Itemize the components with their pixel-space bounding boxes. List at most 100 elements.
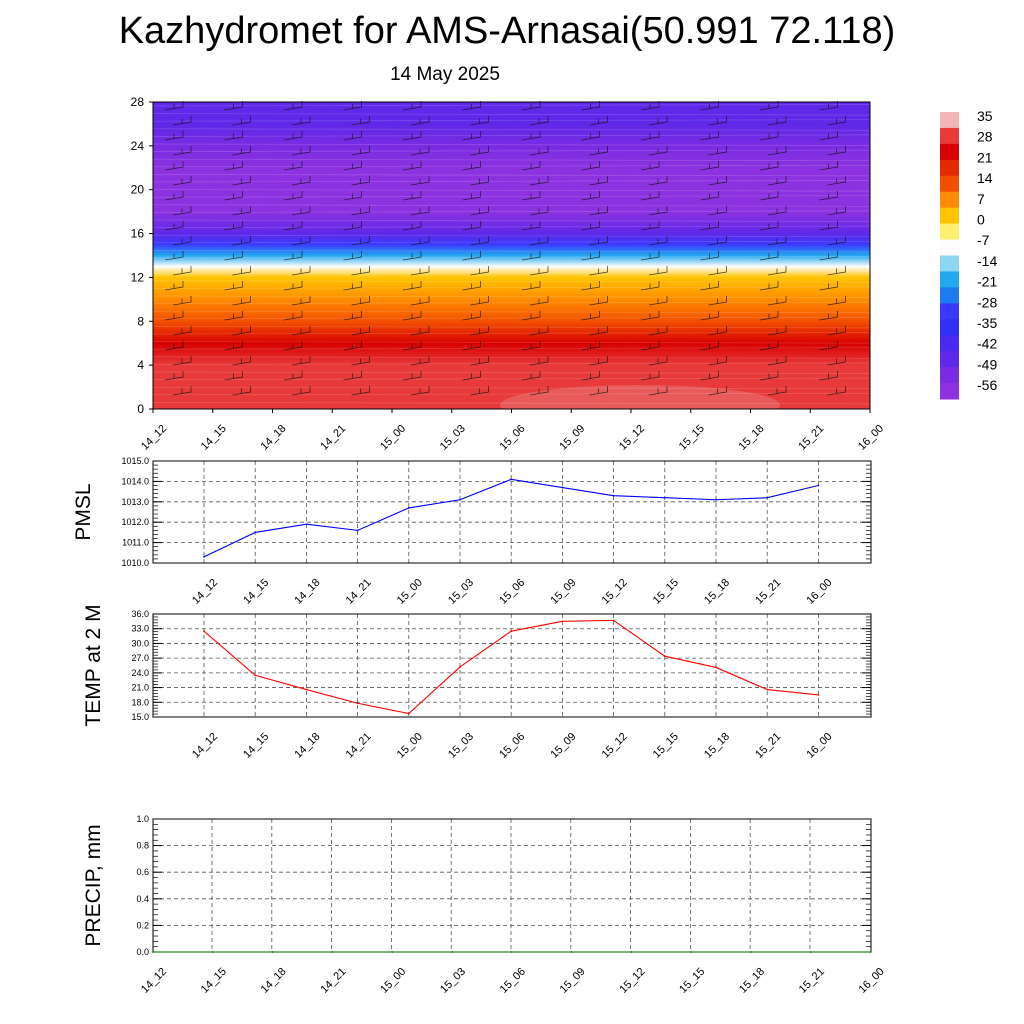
wind-barb bbox=[470, 236, 489, 246]
y-tick-label: 1.0 bbox=[136, 814, 149, 824]
wind-barb bbox=[462, 341, 481, 351]
y-tick-label: 1014.0 bbox=[121, 476, 149, 486]
x-tick-label: 15_15 bbox=[651, 731, 681, 761]
wind-barb bbox=[291, 326, 311, 336]
wind-barb bbox=[759, 101, 779, 111]
wind-barb bbox=[759, 281, 779, 291]
wind-barb bbox=[410, 386, 430, 396]
colorbar-label: 7 bbox=[977, 191, 985, 207]
isotherm-line bbox=[152, 128, 871, 131]
wind-barb bbox=[164, 161, 184, 171]
colorbar-label: -21 bbox=[977, 274, 997, 290]
y-tick-label: 33.0 bbox=[131, 624, 149, 634]
wind-barb bbox=[410, 176, 430, 186]
isotherm-line bbox=[152, 195, 871, 198]
colorbar-swatch bbox=[940, 191, 959, 209]
x-tick-label: 15_00 bbox=[378, 423, 408, 453]
x-tick-label: 15_12 bbox=[600, 577, 630, 607]
wind-barb bbox=[827, 386, 846, 396]
colorbar-swatch bbox=[940, 383, 959, 400]
wind-barb bbox=[224, 161, 243, 171]
isotherm-line bbox=[152, 204, 871, 207]
wind-barb bbox=[648, 266, 668, 276]
colorbar-swatch bbox=[940, 207, 959, 225]
panel-frame bbox=[152, 818, 872, 953]
x-tick-label: 15_09 bbox=[557, 423, 587, 453]
y-tick-label: 1013.0 bbox=[121, 497, 149, 507]
wind-barb bbox=[462, 251, 481, 261]
wind-barb bbox=[819, 251, 838, 261]
wind-barb bbox=[232, 386, 251, 396]
wind-barb bbox=[581, 221, 600, 231]
wind-barb bbox=[589, 266, 608, 276]
y-tick-label: 1010.0 bbox=[121, 558, 149, 568]
isotherm-line bbox=[152, 371, 871, 374]
wind-barb bbox=[343, 371, 362, 381]
isotherm-line bbox=[152, 280, 871, 283]
colorbar-label: -42 bbox=[977, 336, 997, 352]
x-tick-label: 14_12 bbox=[190, 731, 220, 761]
wind-barb bbox=[164, 341, 184, 351]
colorbar-label: 0 bbox=[977, 212, 985, 228]
wind-barb bbox=[648, 206, 668, 216]
isotherm-line bbox=[152, 189, 871, 192]
y-tick-label: 1012.0 bbox=[121, 517, 149, 527]
wind-barb bbox=[648, 386, 668, 396]
y-tick-label: 0.6 bbox=[136, 867, 149, 877]
wind-barb bbox=[164, 131, 184, 141]
wind-barb bbox=[291, 146, 311, 156]
wind-barb bbox=[232, 296, 251, 306]
wind-barb bbox=[759, 161, 779, 171]
data-point bbox=[715, 666, 717, 669]
wind-barb bbox=[819, 161, 838, 171]
wind-barb bbox=[402, 191, 422, 201]
wind-barb bbox=[767, 356, 787, 366]
y-tick-label: 20 bbox=[131, 183, 145, 197]
wind-barb bbox=[402, 311, 422, 321]
x-tick-label: 15_12 bbox=[617, 966, 647, 996]
wind-barb bbox=[172, 146, 192, 156]
wind-barb bbox=[708, 326, 727, 336]
isotherm-line bbox=[152, 377, 871, 380]
wind-barb bbox=[819, 281, 838, 291]
x-tick-label: 14_18 bbox=[259, 423, 289, 453]
wind-barb bbox=[819, 101, 838, 111]
wind-barb bbox=[343, 251, 362, 261]
wind-barb bbox=[767, 386, 787, 396]
isotherm-line bbox=[152, 326, 871, 329]
wind-barb bbox=[291, 206, 311, 216]
data-point bbox=[254, 531, 257, 534]
colorbar-swatch bbox=[940, 175, 959, 193]
wind-barb bbox=[759, 251, 779, 261]
x-tick-label: 15_18 bbox=[702, 731, 732, 761]
x-tick-label: 14_15 bbox=[241, 577, 271, 607]
data-point bbox=[663, 496, 666, 499]
wind-barb bbox=[589, 146, 608, 156]
wind-barb bbox=[402, 281, 422, 291]
x-tick-label: 15_21 bbox=[796, 423, 826, 453]
wind-barb bbox=[767, 146, 787, 156]
wind-barb bbox=[462, 311, 481, 321]
panel-frame bbox=[152, 460, 872, 564]
wind-barb bbox=[529, 296, 549, 306]
wind-barb bbox=[819, 131, 838, 141]
wind-barb bbox=[589, 326, 608, 336]
y-tick-label: 0.0 bbox=[136, 947, 149, 957]
wind-barb bbox=[708, 116, 727, 126]
wind-barb bbox=[470, 296, 489, 306]
data-point bbox=[451, 951, 453, 953]
wind-barb bbox=[410, 266, 430, 276]
x-tick-label: 15_06 bbox=[498, 423, 528, 453]
wind-barb bbox=[343, 221, 362, 231]
wind-barb bbox=[164, 311, 184, 321]
wind-barb bbox=[581, 341, 600, 351]
wind-barb bbox=[708, 176, 727, 186]
y-tick-label: 18.0 bbox=[131, 697, 149, 707]
wind-barb bbox=[581, 191, 600, 201]
data-point bbox=[690, 951, 693, 953]
x-tick-label: 15_00 bbox=[378, 966, 408, 996]
wind-barb bbox=[648, 296, 668, 306]
wind-barb bbox=[648, 116, 668, 126]
wind-barb bbox=[351, 326, 370, 336]
